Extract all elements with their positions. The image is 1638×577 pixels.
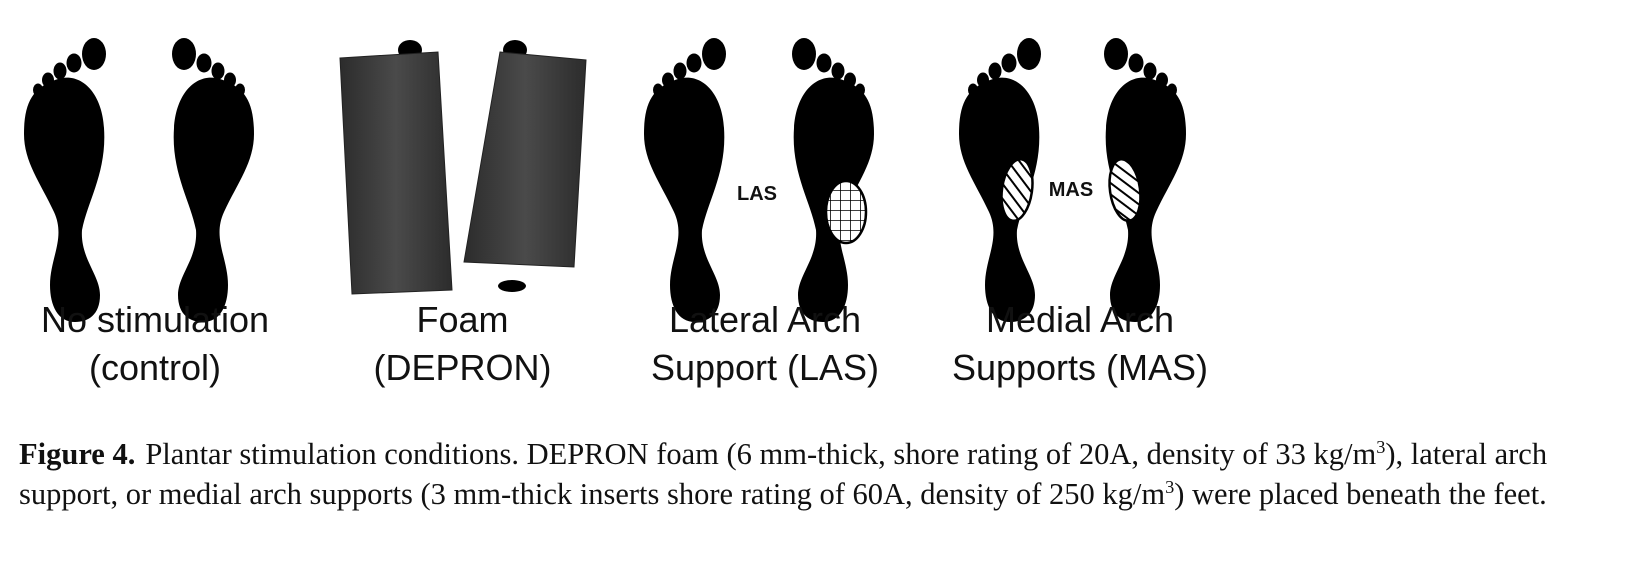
panel-foam-feet <box>339 40 587 295</box>
panel-label-foam: Foam (DEPRON) <box>345 296 580 392</box>
lateral-arch-insert-icon <box>824 179 868 245</box>
caption-superscript-1: 3 <box>1376 436 1386 457</box>
panel-label-no-stimulation: No stimulation (control) <box>20 296 290 392</box>
figure-number: Figure 4. <box>19 437 136 471</box>
caption-superscript-2: 3 <box>1165 476 1175 497</box>
foam-pad-left <box>339 51 453 295</box>
panel-label-line2: (DEPRON) <box>373 347 552 388</box>
right-foot-icon <box>172 38 254 322</box>
panel-label-line2: (control) <box>88 347 222 388</box>
left-foot-icon <box>644 38 726 322</box>
panel-mas-feet <box>959 38 1186 322</box>
caption-text-part3: ) were placed beneath the feet. <box>1174 477 1547 511</box>
plantar-stimulation-figure: LAS MAS No stimulation (control) Foam (D… <box>20 38 1225 392</box>
caption-text-part2: ), lateral arch support, or medial arch … <box>19 437 1548 511</box>
medial-arch-insert-left-icon <box>1000 157 1034 223</box>
panel-label-las: Lateral Arch Support (LAS) <box>630 296 900 392</box>
caption-text-part1: Plantar stimulation conditions. DEPRON f… <box>145 437 1377 471</box>
right-foot-icon <box>792 38 874 322</box>
figure-illustration: LAS MAS <box>24 38 1186 322</box>
panel-label-line2: Support (LAS) <box>650 347 880 388</box>
panel-label-line2: Supports (MAS) <box>951 347 1209 388</box>
medial-arch-insert-right-icon <box>1108 157 1142 223</box>
heel-peek-icon <box>498 280 526 292</box>
foam-pad-right <box>463 51 587 268</box>
panel-label-line1: No stimulation <box>40 299 270 340</box>
panel-label-mas: Medial Arch Supports (MAS) <box>935 296 1225 392</box>
left-foot-icon <box>24 38 106 322</box>
panel-las-feet <box>644 38 874 322</box>
figure-caption: Figure 4. Plantar stimulation conditions.… <box>19 434 1619 514</box>
panel-label-line1: Foam <box>416 299 509 340</box>
panel-label-line1: Lateral Arch <box>668 299 862 340</box>
mas-insert-label: MAS <box>1049 179 1093 201</box>
panel-no-stimulation-feet <box>24 38 254 322</box>
las-insert-label: LAS <box>737 183 777 205</box>
panel-label-line1: Medial Arch <box>985 299 1175 340</box>
